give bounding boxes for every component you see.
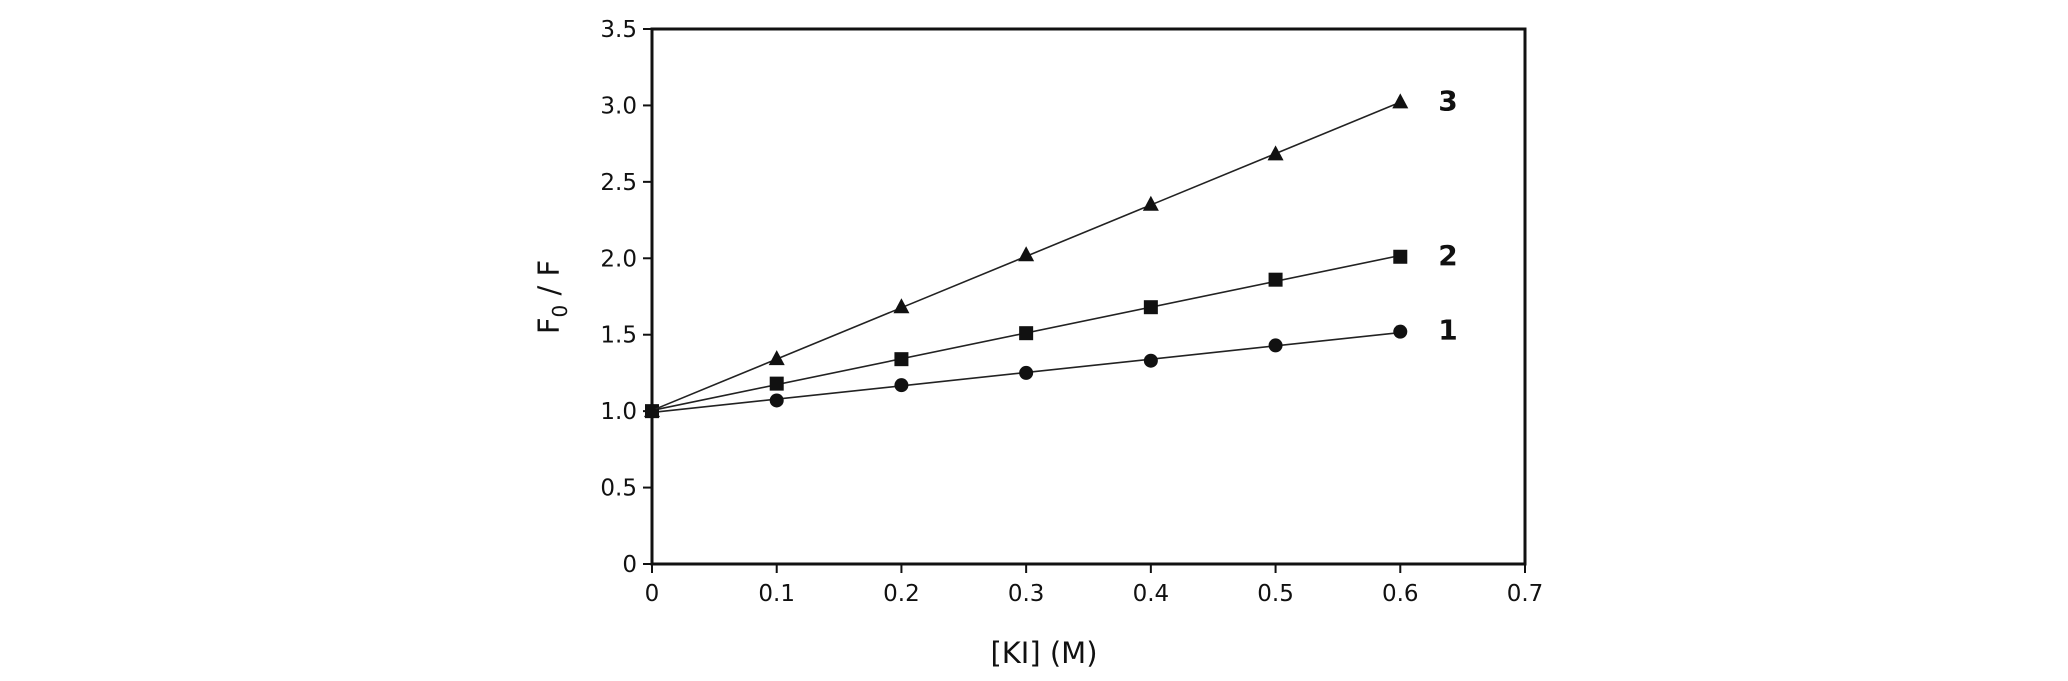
data-point-series-3: [1018, 246, 1035, 262]
series-label-1: 1: [1438, 314, 1457, 347]
data-point-series-3: [893, 298, 910, 314]
series-label-2: 2: [1438, 239, 1457, 272]
data-point-series-1: [1393, 324, 1408, 339]
data-point-series-2: [1019, 326, 1034, 341]
x-tick-label: 0.1: [758, 581, 795, 607]
x-tick-label: 0.6: [1382, 581, 1419, 607]
x-tick-label: 0.5: [1257, 581, 1294, 607]
data-point-series-2: [1268, 272, 1283, 287]
x-tick-label: 0.2: [883, 581, 920, 607]
y-tick-label: 3.0: [600, 93, 637, 119]
data-point-series-1: [1268, 338, 1283, 353]
y-tick-label: 0.5: [600, 476, 637, 502]
series-layer: 1 2 3: [644, 84, 1458, 419]
series-3: 3: [644, 84, 1458, 418]
data-point-series-3: [1267, 145, 1284, 161]
data-point-series-3: [644, 402, 660, 418]
data-point-series-1: [894, 378, 909, 393]
data-point-series-2: [894, 352, 909, 367]
series-2: 2: [645, 239, 1458, 419]
y-tick-label: 2.0: [600, 246, 637, 272]
data-point-series-2: [1393, 249, 1408, 264]
x-axis-ticks: 0 0.1 0.2 0.3 0.4 0.5 0.6 0.7: [645, 564, 1544, 607]
x-tick-label: 0: [645, 581, 660, 607]
data-point-series-1: [1143, 353, 1158, 368]
series-label-3: 3: [1438, 84, 1457, 117]
data-point-series-1: [769, 393, 784, 408]
y-tick-label: 1.5: [600, 323, 637, 349]
y-tick-label: 2.5: [600, 170, 637, 196]
data-point-series-3: [1142, 195, 1159, 211]
plot-frame: [650, 27, 1527, 566]
x-axis-title: [KI] (M): [990, 636, 1097, 670]
y-axis-title-main: F: [532, 317, 566, 334]
y-axis-title-rest: / F: [532, 260, 566, 305]
data-point-series-2: [1143, 300, 1158, 315]
data-point-series-3: [768, 350, 785, 366]
data-point-series-3: [1392, 93, 1409, 109]
x-tick-label: 0.7: [1507, 581, 1544, 607]
data-point-series-1: [1019, 365, 1034, 380]
y-axis-title: F0 / F: [532, 260, 572, 334]
y-tick-label: 1.0: [600, 399, 637, 425]
y-axis-ticks: 0 0.5 1.0 1.5 2.0 2.5 3.0 3.5: [600, 17, 652, 578]
data-point-series-2: [769, 376, 784, 391]
y-axis-title-subscript: 0: [548, 305, 572, 318]
y-tick-label: 3.5: [600, 17, 637, 43]
x-tick-label: 0.3: [1008, 581, 1045, 607]
series-1: 1: [645, 314, 1458, 419]
y-tick-label: 0: [622, 552, 637, 578]
x-tick-label: 0.4: [1133, 581, 1170, 607]
